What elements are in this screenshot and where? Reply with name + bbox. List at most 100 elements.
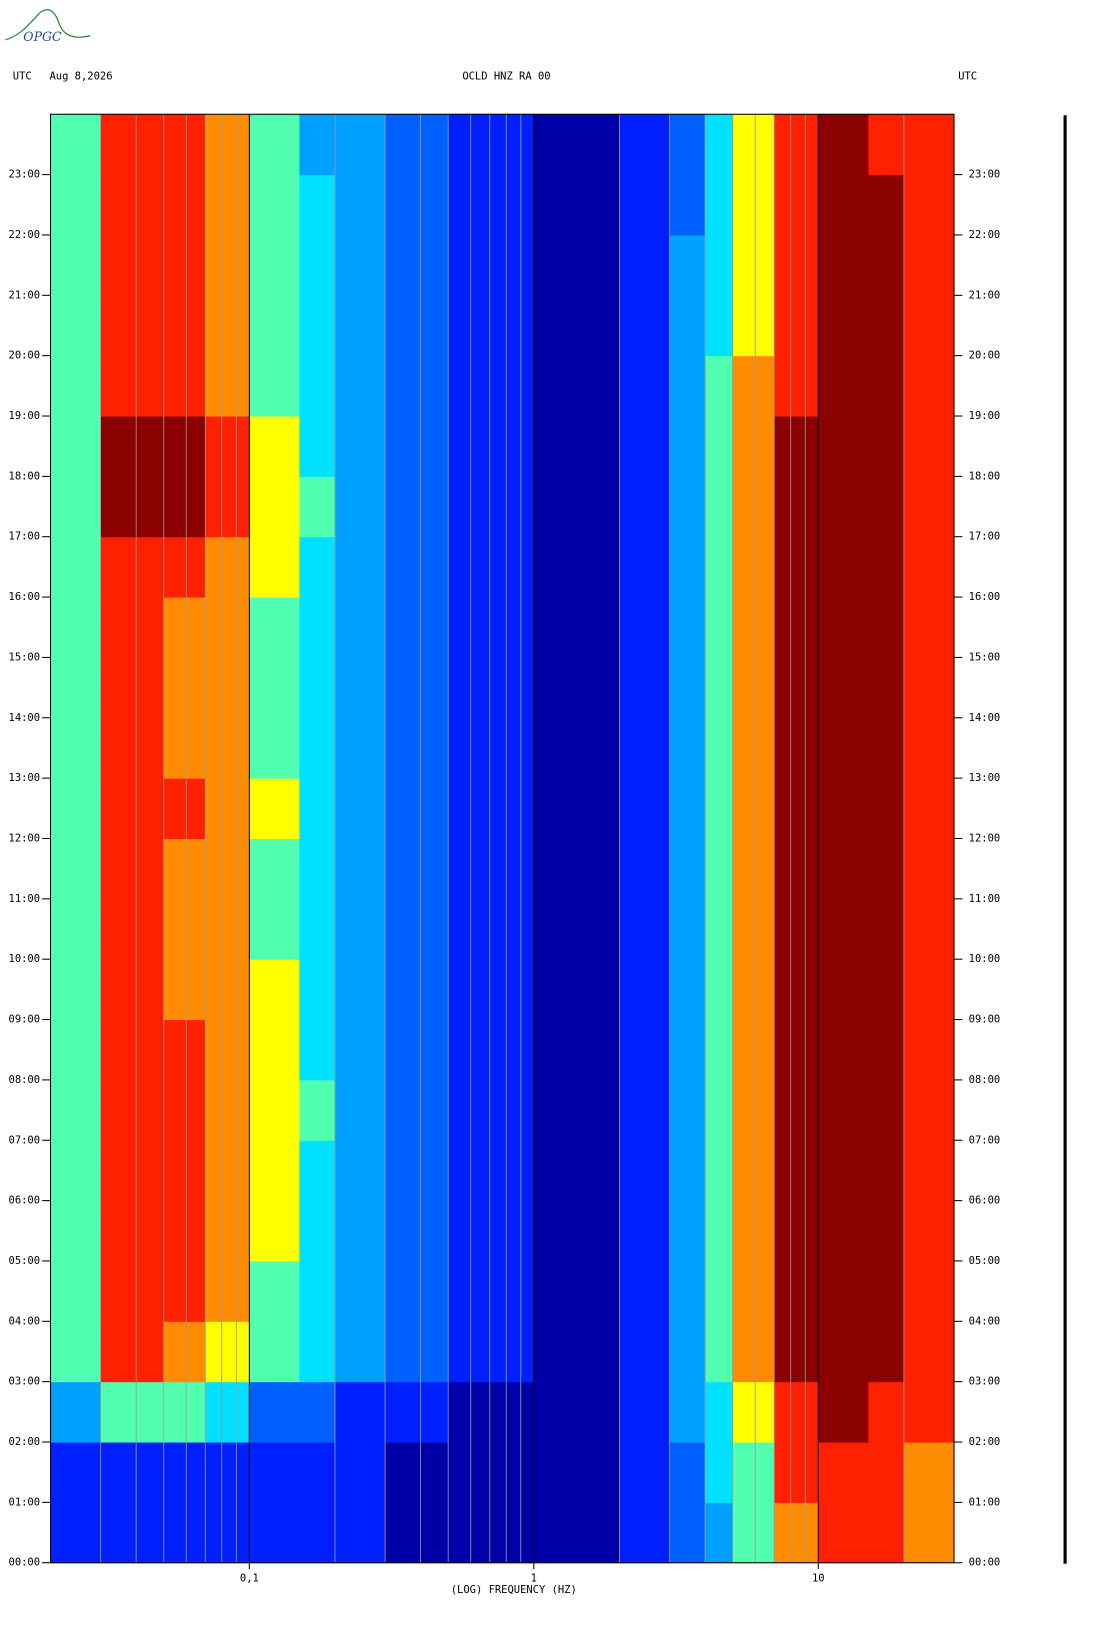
spectrogram-cell bbox=[533, 1260, 585, 1322]
spectrogram-cell bbox=[385, 355, 449, 417]
spectrogram-cell bbox=[669, 536, 706, 598]
spectrogram-cell bbox=[100, 476, 165, 538]
spectrogram-cell bbox=[619, 536, 671, 598]
spectrogram-cell bbox=[818, 234, 869, 296]
spectrogram-cell bbox=[868, 898, 905, 960]
spectrogram-cell bbox=[818, 898, 869, 960]
spectrogram-cell bbox=[299, 1140, 336, 1202]
spectrogram-cell bbox=[619, 476, 671, 538]
spectrogram-cell bbox=[385, 657, 449, 719]
spectrogram-cell bbox=[489, 174, 535, 236]
spectrogram-cell bbox=[705, 597, 734, 658]
spectrogram-cell bbox=[489, 1079, 535, 1141]
spectrogram-cell bbox=[50, 657, 102, 719]
spectrogram-cell bbox=[705, 1200, 734, 1262]
spectrogram-cell bbox=[489, 838, 535, 900]
spectrogram-cell bbox=[448, 778, 491, 840]
spectrogram-cell bbox=[205, 1140, 250, 1202]
spectrogram-cell bbox=[903, 1200, 955, 1262]
header-right: UTC bbox=[958, 71, 977, 83]
spectrogram-cell bbox=[818, 657, 869, 719]
spectrogram-cell bbox=[619, 838, 671, 900]
spectrogram-cell bbox=[669, 597, 706, 658]
spectrogram-cell bbox=[205, 476, 250, 538]
spectrogram-cell bbox=[249, 959, 300, 1021]
spectrogram-cell bbox=[100, 416, 165, 477]
spectrogram-cell bbox=[533, 295, 585, 357]
spectrogram-cell bbox=[385, 1079, 449, 1141]
spectrogram-cell bbox=[868, 959, 905, 1021]
spectrogram-cell bbox=[583, 234, 620, 296]
spectrogram-cell bbox=[619, 174, 671, 236]
spectrogram-cell bbox=[100, 1019, 165, 1081]
spectrogram-cell bbox=[818, 1200, 869, 1262]
spectrogram-cell bbox=[705, 959, 734, 1021]
spectrogram-cell bbox=[299, 657, 336, 719]
spectrogram-cell bbox=[583, 1019, 620, 1081]
spectrogram-cell bbox=[868, 1019, 905, 1081]
spectrogram-cell bbox=[669, 114, 706, 176]
spectrogram-cell bbox=[619, 295, 671, 357]
spectrogram-cell bbox=[334, 1260, 386, 1322]
spectrogram-cell bbox=[533, 1019, 585, 1081]
spectrogram-cell bbox=[385, 416, 449, 477]
spectrogram-cell bbox=[448, 1079, 491, 1141]
spectrogram-cell bbox=[868, 717, 905, 779]
spectrogram-cell bbox=[448, 898, 491, 960]
x-axis-label: (LOG) FREQUENCY (HZ) bbox=[451, 1584, 577, 1596]
spectrogram-cell bbox=[299, 597, 336, 658]
spectrogram-cell bbox=[100, 295, 165, 357]
spectrogram-cell bbox=[448, 295, 491, 357]
y-tick-label: 15:00 bbox=[9, 651, 41, 663]
spectrogram-cell bbox=[669, 1140, 706, 1202]
spectrogram-cell bbox=[868, 416, 905, 477]
spectrogram-cell bbox=[669, 1200, 706, 1262]
y-tick-label: 04:00 bbox=[9, 1315, 41, 1327]
spectrogram-cell bbox=[774, 1140, 819, 1202]
spectrogram-cell bbox=[619, 1321, 671, 1383]
spectrogram-cell bbox=[489, 778, 535, 840]
spectrogram-cell bbox=[903, 717, 955, 779]
spectrogram-cell bbox=[163, 476, 206, 538]
spectrogram-cell bbox=[249, 174, 300, 236]
spectrogram-cell bbox=[489, 416, 535, 477]
spectrogram-cell bbox=[334, 114, 386, 176]
spectrogram-cell bbox=[249, 234, 300, 296]
spectrogram-cell bbox=[774, 114, 819, 176]
spectrogram-cell bbox=[903, 838, 955, 900]
spectrogram-cell bbox=[299, 234, 336, 296]
spectrogram-cell bbox=[334, 234, 386, 296]
spectrogram-cell bbox=[705, 295, 734, 357]
spectrogram-cell bbox=[732, 959, 775, 1021]
spectrogram-cell bbox=[489, 898, 535, 960]
spectrogram-cell bbox=[583, 1200, 620, 1262]
spectrogram-cell bbox=[732, 1321, 775, 1383]
spectrogram-cell bbox=[299, 1321, 336, 1383]
spectrogram-cell bbox=[903, 1381, 955, 1443]
spectrogram-cell bbox=[334, 1079, 386, 1141]
spectrogram-cell bbox=[50, 295, 102, 357]
spectrogram-cell bbox=[774, 657, 819, 719]
spectrogram-cell bbox=[50, 1079, 102, 1141]
spectrogram-cell bbox=[732, 295, 775, 357]
spectrogram-cell bbox=[489, 1200, 535, 1262]
spectrogram-cell bbox=[163, 416, 206, 477]
spectrogram-cell bbox=[732, 416, 775, 477]
spectrogram-cell bbox=[205, 717, 250, 779]
spectrogram-cell bbox=[249, 416, 300, 477]
spectrogram-cell bbox=[489, 1019, 535, 1081]
spectrogram-cell bbox=[619, 1260, 671, 1322]
spectrogram-cell bbox=[533, 838, 585, 900]
spectrogram-cell bbox=[619, 1019, 671, 1081]
spectrogram-cell bbox=[448, 1502, 491, 1564]
y-tick-label: 02:00 bbox=[9, 1436, 41, 1448]
y-tick-label: 21:00 bbox=[9, 289, 41, 301]
spectrogram-cell bbox=[903, 536, 955, 598]
spectrogram-cell bbox=[100, 1079, 165, 1141]
spectrogram-cell bbox=[818, 174, 869, 236]
spectrogram-cell bbox=[705, 1019, 734, 1081]
spectrogram-cell bbox=[774, 838, 819, 900]
y-tick-label-right: 17:00 bbox=[969, 531, 1001, 543]
spectrogram-cell bbox=[669, 1260, 706, 1322]
spectrogram-cell bbox=[163, 838, 206, 900]
